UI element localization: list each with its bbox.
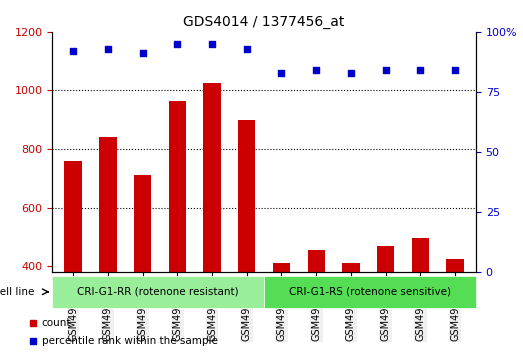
Point xyxy=(347,70,355,75)
Point xyxy=(243,46,251,51)
Point xyxy=(416,67,425,73)
FancyBboxPatch shape xyxy=(264,276,476,308)
Bar xyxy=(273,263,290,354)
Text: count: count xyxy=(42,318,71,327)
Bar xyxy=(134,175,151,354)
Point xyxy=(69,48,77,54)
Point xyxy=(139,51,147,56)
Bar xyxy=(64,161,82,354)
FancyBboxPatch shape xyxy=(52,276,264,308)
Bar xyxy=(447,259,464,354)
Bar xyxy=(238,120,255,354)
Bar xyxy=(203,83,221,354)
Point xyxy=(208,41,216,47)
Text: percentile rank within the sample: percentile rank within the sample xyxy=(42,336,218,346)
Point xyxy=(451,67,459,73)
Text: CRI-G1-RR (rotenone resistant): CRI-G1-RR (rotenone resistant) xyxy=(77,287,239,297)
Point xyxy=(277,70,286,75)
Bar xyxy=(99,137,117,354)
Point xyxy=(312,67,321,73)
Text: CRI-G1-RS (rotenone sensitive): CRI-G1-RS (rotenone sensitive) xyxy=(289,287,451,297)
Point xyxy=(381,67,390,73)
Point xyxy=(104,46,112,51)
Bar xyxy=(377,246,394,354)
Bar xyxy=(342,263,360,354)
Text: cell line: cell line xyxy=(0,287,35,297)
Bar xyxy=(308,250,325,354)
Bar xyxy=(168,101,186,354)
Point xyxy=(173,41,181,47)
Title: GDS4014 / 1377456_at: GDS4014 / 1377456_at xyxy=(184,16,345,29)
Bar xyxy=(412,238,429,354)
